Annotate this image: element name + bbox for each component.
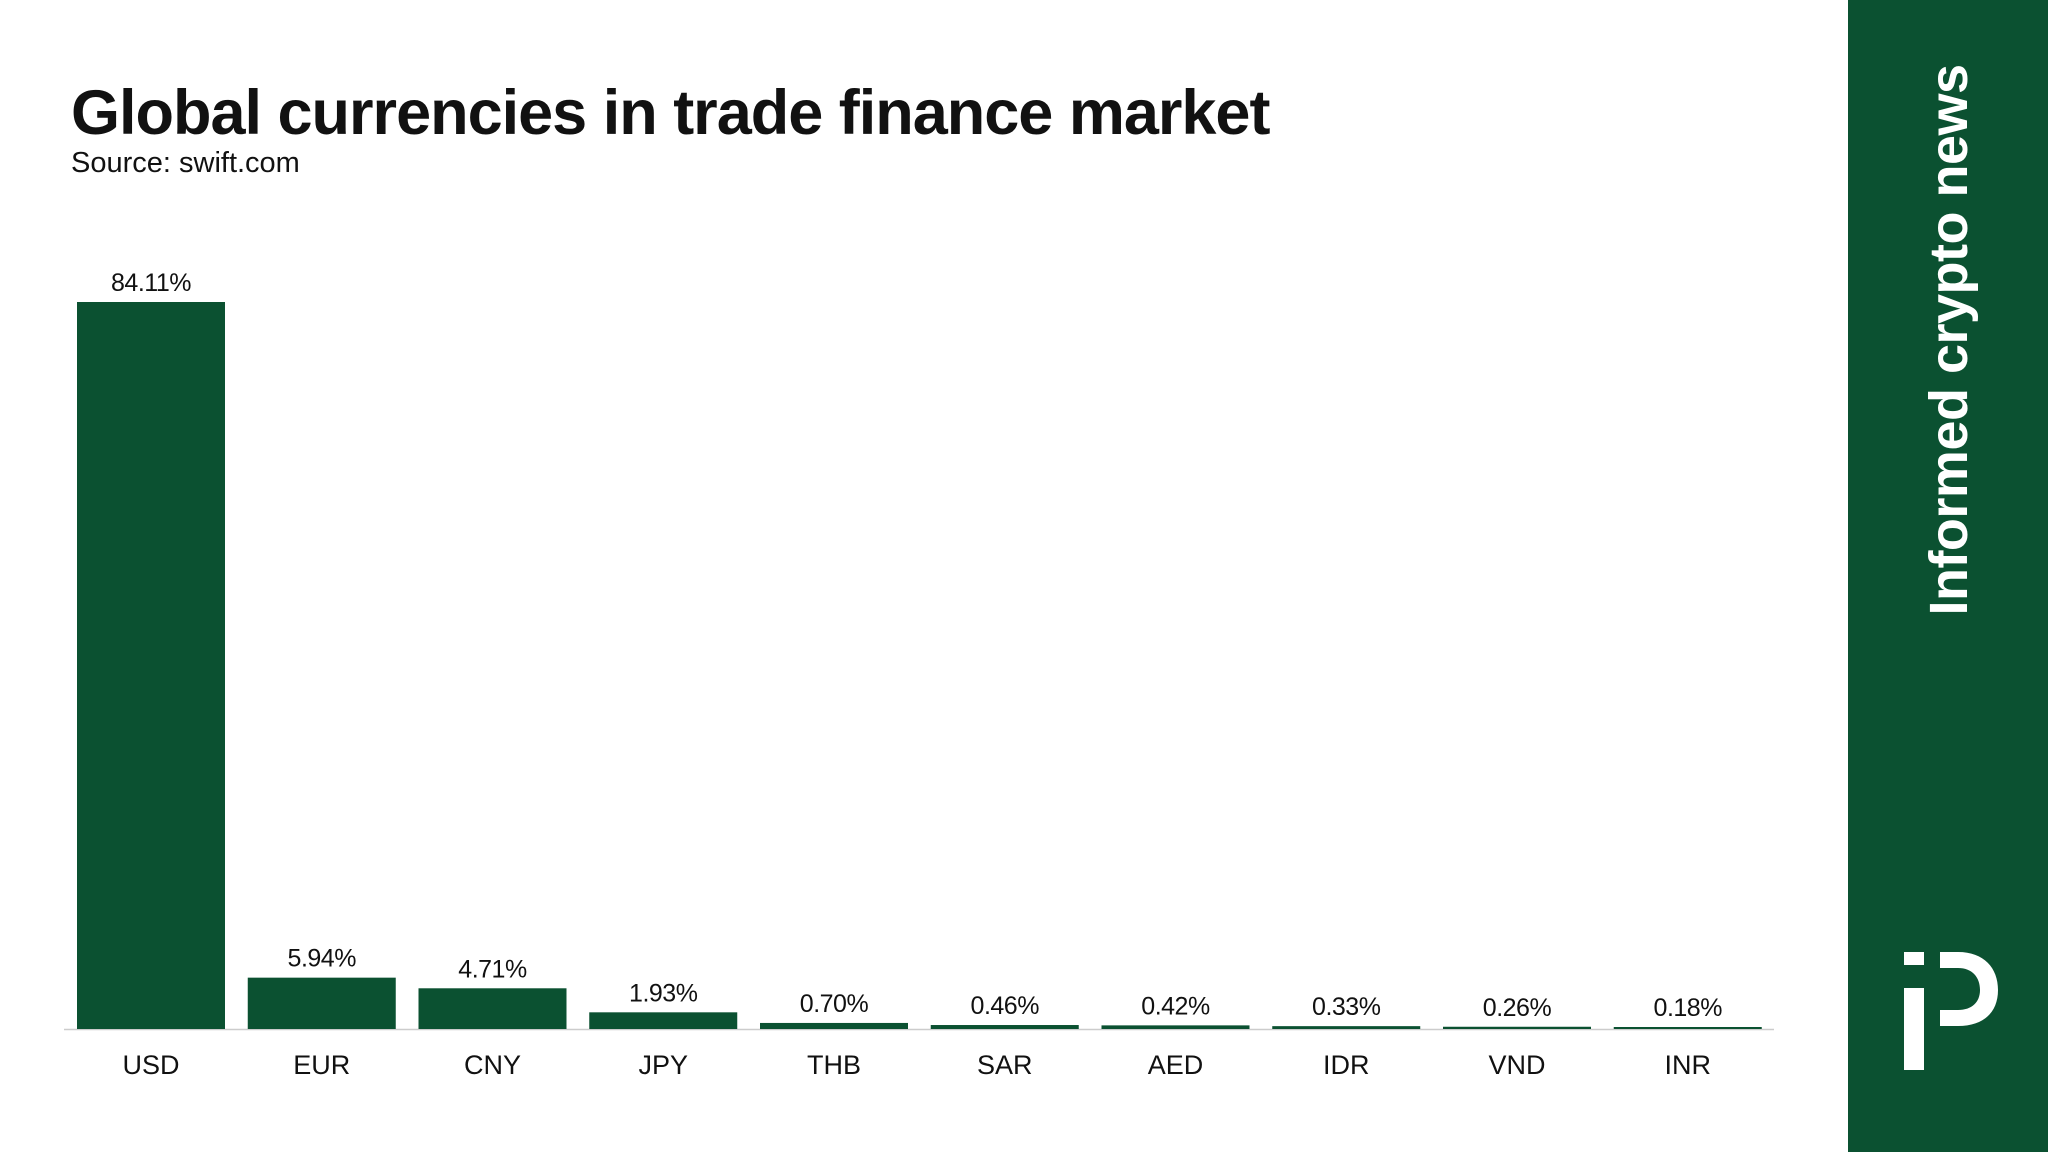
data-label-thb: 0.70%: [800, 990, 869, 1018]
bar-eur: [247, 977, 396, 1029]
bar-inr: [1613, 1027, 1762, 1029]
bar-cny: [418, 988, 567, 1029]
category-label-jpy: JPY: [638, 1050, 688, 1080]
bar-chart: 84.11% USD 5.94% EUR 4.71% CNY 1.93% JPY 0.70% TH…: [64, 269, 1774, 1080]
category-label-inr: INR: [1665, 1050, 1712, 1080]
data-label-usd: 84.11%: [111, 269, 191, 297]
data-label-sar: 0.46%: [971, 992, 1040, 1020]
ip-monogram-icon: [1904, 952, 1998, 1070]
category-label-eur: EUR: [293, 1050, 350, 1080]
category-label-aed: AED: [1148, 1050, 1204, 1080]
bar-sar: [930, 1025, 1079, 1029]
data-label-aed: 0.42%: [1141, 992, 1210, 1020]
data-label-vnd: 0.26%: [1483, 994, 1552, 1022]
bar-idr: [1272, 1026, 1421, 1029]
data-label-idr: 0.33%: [1312, 993, 1381, 1021]
category-label-thb: THB: [807, 1050, 861, 1080]
category-label-sar: SAR: [977, 1050, 1033, 1080]
brand-tagline: Informed crypto news: [1919, 64, 1979, 616]
bar-jpy: [589, 1012, 738, 1029]
data-label-inr: 0.18%: [1654, 994, 1723, 1022]
data-label-jpy: 1.93%: [629, 979, 698, 1007]
bar-aed: [1101, 1025, 1250, 1029]
category-label-cny: CNY: [464, 1050, 521, 1080]
bar-vnd: [1443, 1026, 1591, 1029]
category-label-usd: USD: [122, 1050, 179, 1080]
category-label-vnd: VND: [1488, 1050, 1545, 1080]
category-label-idr: IDR: [1323, 1050, 1370, 1080]
chart-source: Source: swift.com: [71, 147, 300, 179]
chart-title: Global currencies in trade finance marke…: [71, 78, 1270, 148]
bar-usd: [77, 302, 225, 1029]
bar-thb: [760, 1022, 908, 1029]
data-label-eur: 5.94%: [288, 945, 357, 973]
data-label-cny: 4.71%: [458, 955, 527, 983]
